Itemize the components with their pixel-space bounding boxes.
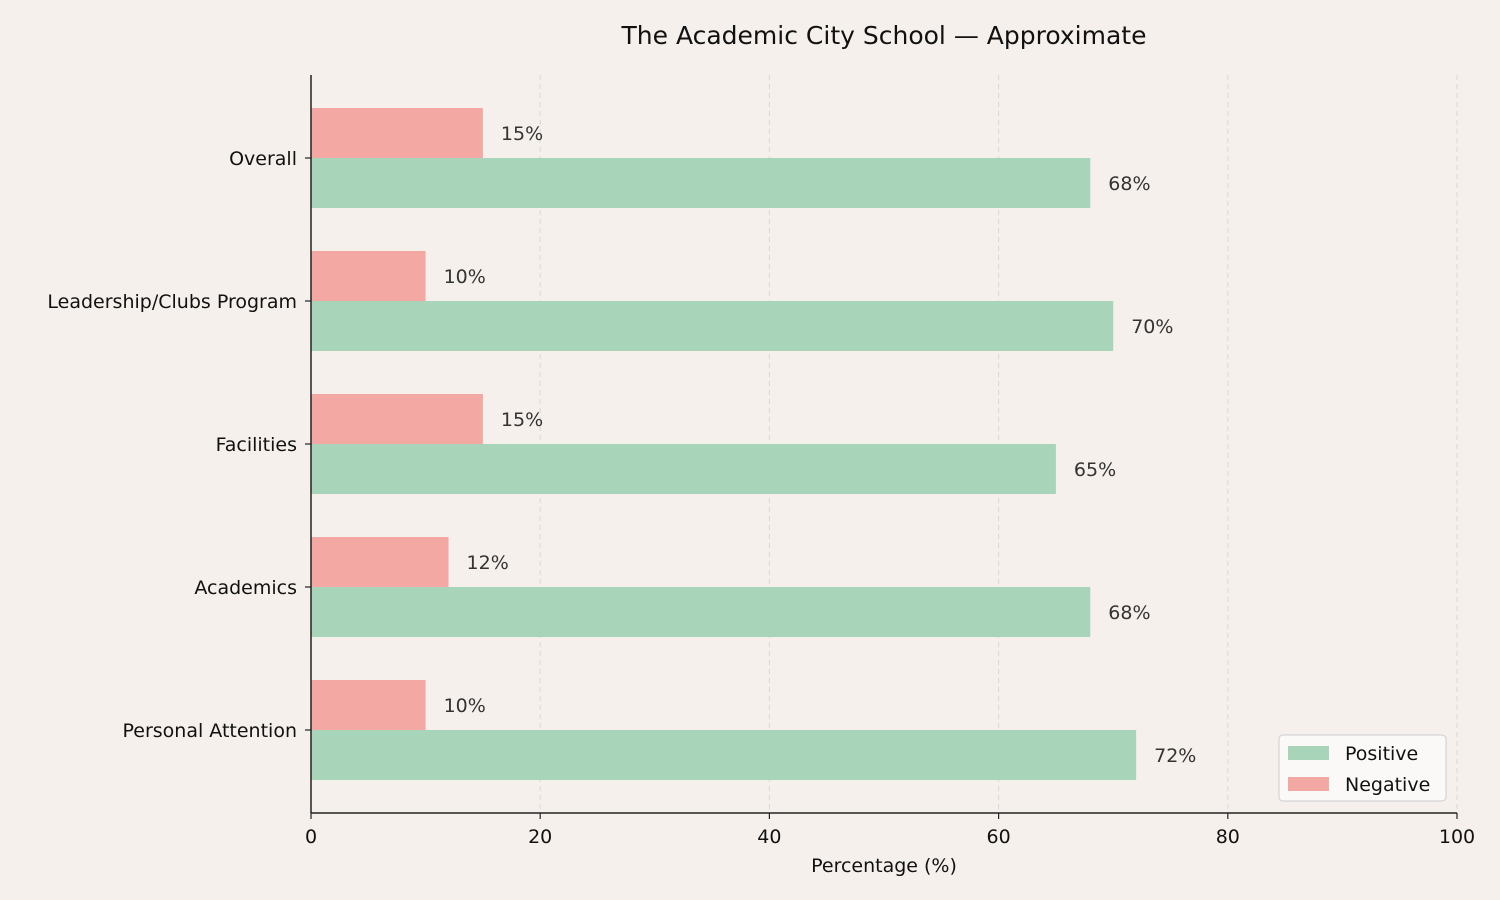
x-tick-label: 100 xyxy=(1439,826,1475,848)
positive-value-label: 72% xyxy=(1154,745,1196,767)
x-tick-label: 60 xyxy=(987,826,1011,848)
negative-value-label: 10% xyxy=(444,266,486,288)
negative-bar xyxy=(311,537,449,587)
x-tick-label: 20 xyxy=(528,826,552,848)
x-tick-label: 80 xyxy=(1216,826,1240,848)
negative-value-label: 12% xyxy=(467,552,509,574)
positive-value-label: 65% xyxy=(1074,459,1116,481)
positive-value-label: 70% xyxy=(1131,316,1173,338)
positive-bar xyxy=(311,587,1091,637)
positive-bar xyxy=(311,730,1137,780)
chart-title: The Academic City School — Approximate xyxy=(621,21,1147,50)
x-tick-label: 40 xyxy=(757,826,781,848)
legend-swatch-negative xyxy=(1288,777,1329,791)
axes xyxy=(305,75,1458,819)
legend-swatch-positive xyxy=(1288,746,1329,760)
legend: Positive Negative xyxy=(1278,734,1447,802)
positive-bar xyxy=(311,158,1091,208)
positive-bar xyxy=(311,301,1114,351)
positive-bar xyxy=(311,444,1056,494)
positive-value-label: 68% xyxy=(1108,602,1150,624)
negative-value-label: 10% xyxy=(444,695,486,717)
legend-label-negative: Negative xyxy=(1345,774,1430,796)
negative-value-label: 15% xyxy=(501,409,543,431)
category-label: Facilities xyxy=(216,434,297,456)
positive-value-label: 68% xyxy=(1108,173,1150,195)
bars xyxy=(311,108,1137,780)
category-label: Personal Attention xyxy=(123,720,298,742)
legend-label-positive: Positive xyxy=(1345,743,1418,765)
x-axis-title: Percentage (%) xyxy=(811,855,957,877)
negative-bar xyxy=(311,680,426,730)
negative-bar xyxy=(311,108,483,158)
category-label: Academics xyxy=(194,577,297,599)
negative-bar xyxy=(311,251,426,301)
x-tick-label: 0 xyxy=(305,826,317,848)
category-label: Overall xyxy=(229,148,297,170)
negative-bar xyxy=(311,394,483,444)
category-label: Leadership/Clubs Program xyxy=(47,291,297,313)
negative-value-label: 15% xyxy=(501,123,543,145)
labels: 0 20 40 60 80 100 15% 68% Overall 10% 70% Leadershi… xyxy=(47,123,1475,848)
